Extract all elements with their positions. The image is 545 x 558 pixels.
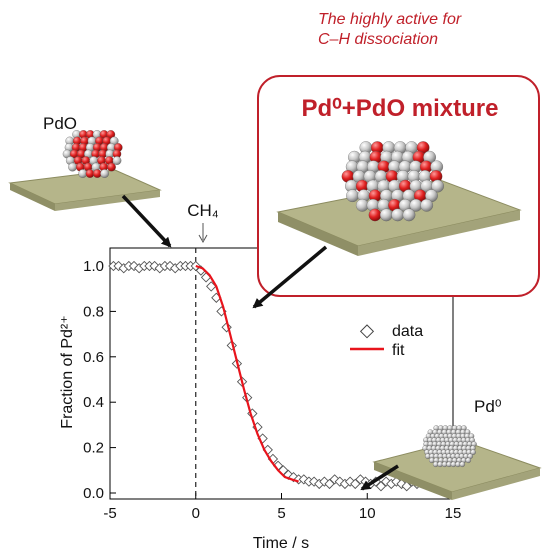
arrow-mixture-icon (252, 245, 328, 309)
mixture-box-label: Pd⁰+PdO mixture (301, 95, 498, 122)
x-tick-label: 10 (359, 505, 376, 522)
atom-icon (470, 449, 476, 455)
x-tick-label: 5 (277, 505, 285, 522)
y-axis-title: Fraction of Pd²⁺ (59, 315, 76, 428)
fit-line (195, 264, 299, 483)
atom-icon (100, 169, 109, 178)
legend-data-marker (359, 324, 375, 339)
ch4-arrow-icon (198, 223, 208, 244)
atom-icon (107, 162, 116, 172)
atom-icon (92, 169, 102, 178)
data-point (206, 281, 217, 292)
legend-fit-label: fit (392, 342, 405, 359)
note-line-2: C–H dissociation (318, 31, 439, 48)
atom-icon (68, 162, 77, 172)
y-tick-label: 0.4 (83, 394, 104, 411)
ch4-label: CH₄ (187, 201, 219, 220)
x-tick-label: -5 (103, 505, 116, 522)
atom-icon (379, 208, 393, 222)
pdo-label: PdO (43, 114, 77, 133)
atom-icon (112, 156, 122, 165)
x-axis-title: Time / s (253, 535, 309, 552)
atom-icon (368, 208, 382, 222)
pdo-particle-image (8, 130, 162, 211)
atom-icon (431, 179, 444, 193)
y-tick-label: 0.0 (83, 485, 104, 502)
note-line-1: The highly active for (318, 11, 462, 28)
mixture-particle-image (276, 141, 522, 256)
atom-icon (420, 198, 434, 212)
activity-note: The highly active for C–H dissociation (318, 10, 461, 50)
atom-icon (78, 169, 88, 178)
y-tick-label: 0.8 (83, 303, 104, 320)
y-tick-label: 0.6 (83, 349, 104, 366)
arrow-pdo-icon (121, 194, 172, 248)
pd0-particle-image (372, 425, 542, 500)
legend: data fit (350, 323, 423, 359)
arrow-pd0-icon (360, 464, 399, 491)
y-tick-label: 1.0 (83, 258, 104, 275)
atom-icon (391, 208, 405, 222)
atom-icon (465, 457, 472, 464)
atom-icon (402, 208, 416, 222)
x-tick-label: 15 (445, 505, 462, 522)
x-tick-label: 0 (192, 505, 200, 522)
y-tick-label: 0.2 (83, 440, 104, 457)
atom-icon (85, 169, 95, 178)
legend-data-label: data (392, 323, 423, 340)
pd0-label: Pd⁰ (474, 397, 502, 416)
atom-icon (459, 461, 466, 468)
atom-icon (346, 189, 359, 203)
atom-icon (355, 198, 369, 212)
